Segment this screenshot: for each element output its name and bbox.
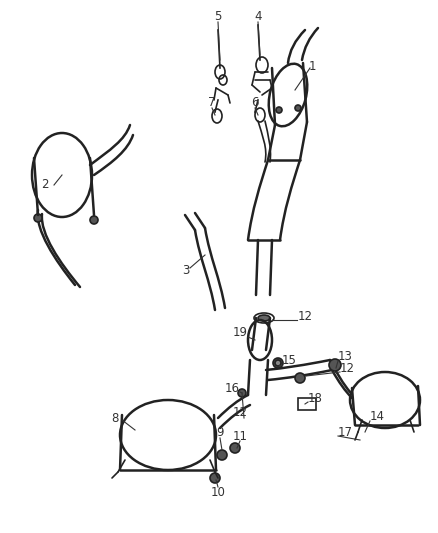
Ellipse shape: [34, 214, 42, 222]
Text: 4: 4: [254, 10, 262, 22]
Text: 15: 15: [282, 353, 297, 367]
Ellipse shape: [275, 360, 281, 366]
Text: 19: 19: [233, 327, 248, 340]
Text: 9: 9: [216, 425, 224, 439]
Text: 13: 13: [338, 350, 353, 362]
Text: 16: 16: [225, 382, 240, 394]
Text: 5: 5: [214, 10, 222, 22]
Text: 3: 3: [182, 263, 190, 277]
Ellipse shape: [210, 473, 220, 483]
Ellipse shape: [295, 373, 305, 383]
Ellipse shape: [329, 359, 341, 371]
Ellipse shape: [273, 358, 283, 368]
Ellipse shape: [90, 216, 98, 224]
Text: 17: 17: [338, 425, 353, 439]
Text: 14: 14: [370, 409, 385, 423]
Text: 1: 1: [308, 61, 316, 74]
Text: 11: 11: [233, 430, 247, 442]
Ellipse shape: [276, 107, 282, 113]
Text: 7: 7: [208, 96, 216, 109]
Text: 12: 12: [233, 406, 247, 418]
Text: 10: 10: [211, 486, 226, 498]
Text: 2: 2: [41, 179, 49, 191]
Text: 12: 12: [298, 310, 313, 322]
Text: 6: 6: [251, 96, 259, 109]
Ellipse shape: [258, 315, 270, 321]
Ellipse shape: [295, 105, 301, 111]
Ellipse shape: [230, 443, 240, 453]
Ellipse shape: [238, 389, 246, 397]
Text: 8: 8: [111, 411, 119, 424]
Text: 12: 12: [340, 361, 355, 375]
Ellipse shape: [217, 450, 227, 460]
Text: 18: 18: [308, 392, 323, 405]
